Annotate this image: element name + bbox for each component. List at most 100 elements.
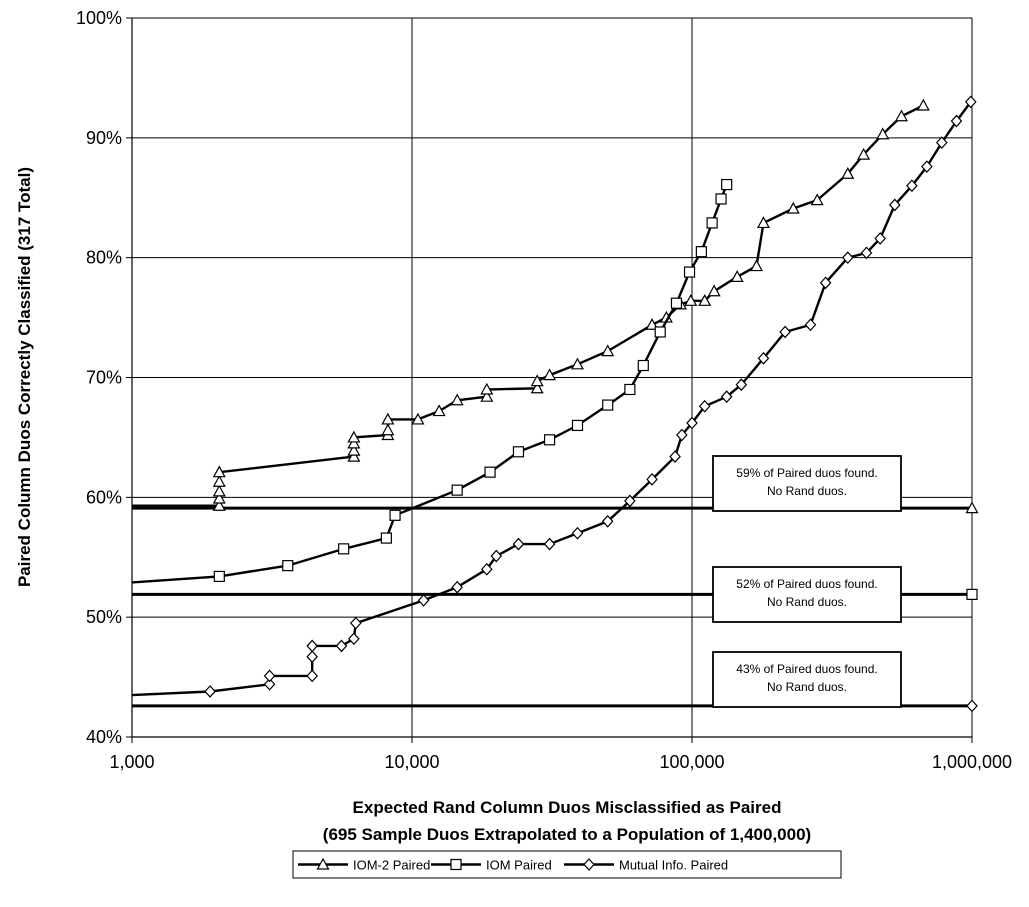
series-group <box>131 95 977 698</box>
data-point <box>676 428 688 442</box>
data-point <box>543 368 557 381</box>
axes: 40% 50% 60% 70% 80% 90% 100% 1,000 10,000 100,000… <box>76 8 1012 772</box>
data-point <box>841 251 854 265</box>
data-point <box>570 357 585 370</box>
data-point <box>204 685 216 698</box>
data-point <box>602 399 614 411</box>
annotation-box <box>712 566 902 623</box>
y-tick-label: 90% <box>86 128 122 148</box>
data-point <box>624 383 636 396</box>
data-point <box>601 344 615 357</box>
x-tick-label: 1,000,000 <box>932 752 1012 772</box>
annotation-box <box>712 455 902 512</box>
data-point <box>389 509 401 521</box>
series-iom-2-paired <box>132 98 930 511</box>
data-point <box>543 537 556 551</box>
data-point <box>698 399 711 413</box>
x-axis-title-line2: (695 Sample Duos Extrapolated to a Popul… <box>323 825 811 844</box>
data-point <box>380 532 392 544</box>
data-point <box>212 498 226 511</box>
data-point <box>964 95 977 109</box>
data-point <box>530 374 544 387</box>
data-point <box>450 393 464 406</box>
legend: IOM-2 Paired IOM Paired Mutual Info. Paire… <box>292 850 842 879</box>
data-point <box>484 466 496 478</box>
data-point <box>571 526 584 540</box>
data-point <box>916 98 930 111</box>
baseline-marker <box>966 699 978 713</box>
data-point <box>543 434 556 446</box>
data-point <box>750 259 764 272</box>
legend-marker <box>583 858 595 871</box>
data-point <box>530 381 544 394</box>
data-point <box>601 514 614 528</box>
data-point <box>686 416 698 430</box>
data-point <box>669 450 681 463</box>
data-point <box>715 193 727 205</box>
data-point <box>432 404 446 417</box>
data-point <box>451 580 463 594</box>
baseline-marker <box>965 501 979 514</box>
data-point <box>779 325 791 339</box>
data-point <box>906 179 918 193</box>
y-tick-label: 80% <box>86 248 122 268</box>
x-tick-label: 1,000 <box>109 752 154 772</box>
legend-label: Mutual Info. Paired <box>619 858 728 873</box>
data-point <box>698 294 712 306</box>
annotation-line2: No Rand duos. <box>767 595 847 609</box>
y-axis-title: Paired Column Duos Correctly Classified … <box>15 167 34 587</box>
data-point <box>480 382 494 395</box>
y-tick-label: 70% <box>86 368 122 388</box>
data-point <box>571 419 584 432</box>
legend-label: IOM Paired <box>486 858 552 873</box>
data-point <box>490 549 503 563</box>
data-point <box>950 114 963 128</box>
data-point <box>756 216 770 229</box>
data-point <box>646 472 658 486</box>
data-point <box>348 632 360 646</box>
data-point <box>212 491 226 504</box>
data-point <box>921 160 933 173</box>
data-point <box>306 639 318 653</box>
data-point <box>306 650 318 664</box>
legend-label: IOM-2 Paired <box>353 858 430 873</box>
data-point <box>670 297 683 309</box>
data-point <box>888 198 901 212</box>
y-tick-label: 50% <box>86 607 122 627</box>
data-point <box>721 178 733 191</box>
annotations: 59% of Paired duos found. No Rand duos. 52… <box>712 455 902 708</box>
data-point <box>637 359 649 372</box>
data-point <box>512 446 525 458</box>
data-point <box>876 127 890 140</box>
data-point <box>347 430 361 443</box>
x-tick-label: 10,000 <box>384 752 439 772</box>
legend-marker <box>450 858 462 871</box>
data-point <box>695 246 707 258</box>
y-tick-label: 40% <box>86 727 122 747</box>
y-tick-label: 100% <box>76 8 122 28</box>
data-point <box>819 276 832 290</box>
data-point <box>707 284 721 297</box>
data-point <box>706 217 718 229</box>
x-tick-label: 100,000 <box>659 752 724 772</box>
data-point <box>624 494 636 508</box>
data-point <box>684 294 698 306</box>
data-point <box>857 147 871 160</box>
data-point <box>451 484 463 496</box>
annotation-line2: No Rand duos. <box>767 484 847 498</box>
data-point <box>306 669 318 683</box>
x-axis-title: Expected Rand Column Duos Misclassified … <box>353 798 782 817</box>
annotation-box <box>712 651 902 708</box>
data-point <box>263 677 276 691</box>
data-point <box>282 560 294 572</box>
data-point <box>213 570 225 583</box>
data-point <box>720 390 733 404</box>
series-iom-paired <box>131 178 733 584</box>
data-point <box>810 193 824 206</box>
data-point <box>683 266 696 278</box>
data-point <box>212 484 226 497</box>
data-point <box>935 136 948 150</box>
annotation-line1: 52% of Paired duos found. <box>736 577 877 591</box>
data-point <box>212 465 226 478</box>
